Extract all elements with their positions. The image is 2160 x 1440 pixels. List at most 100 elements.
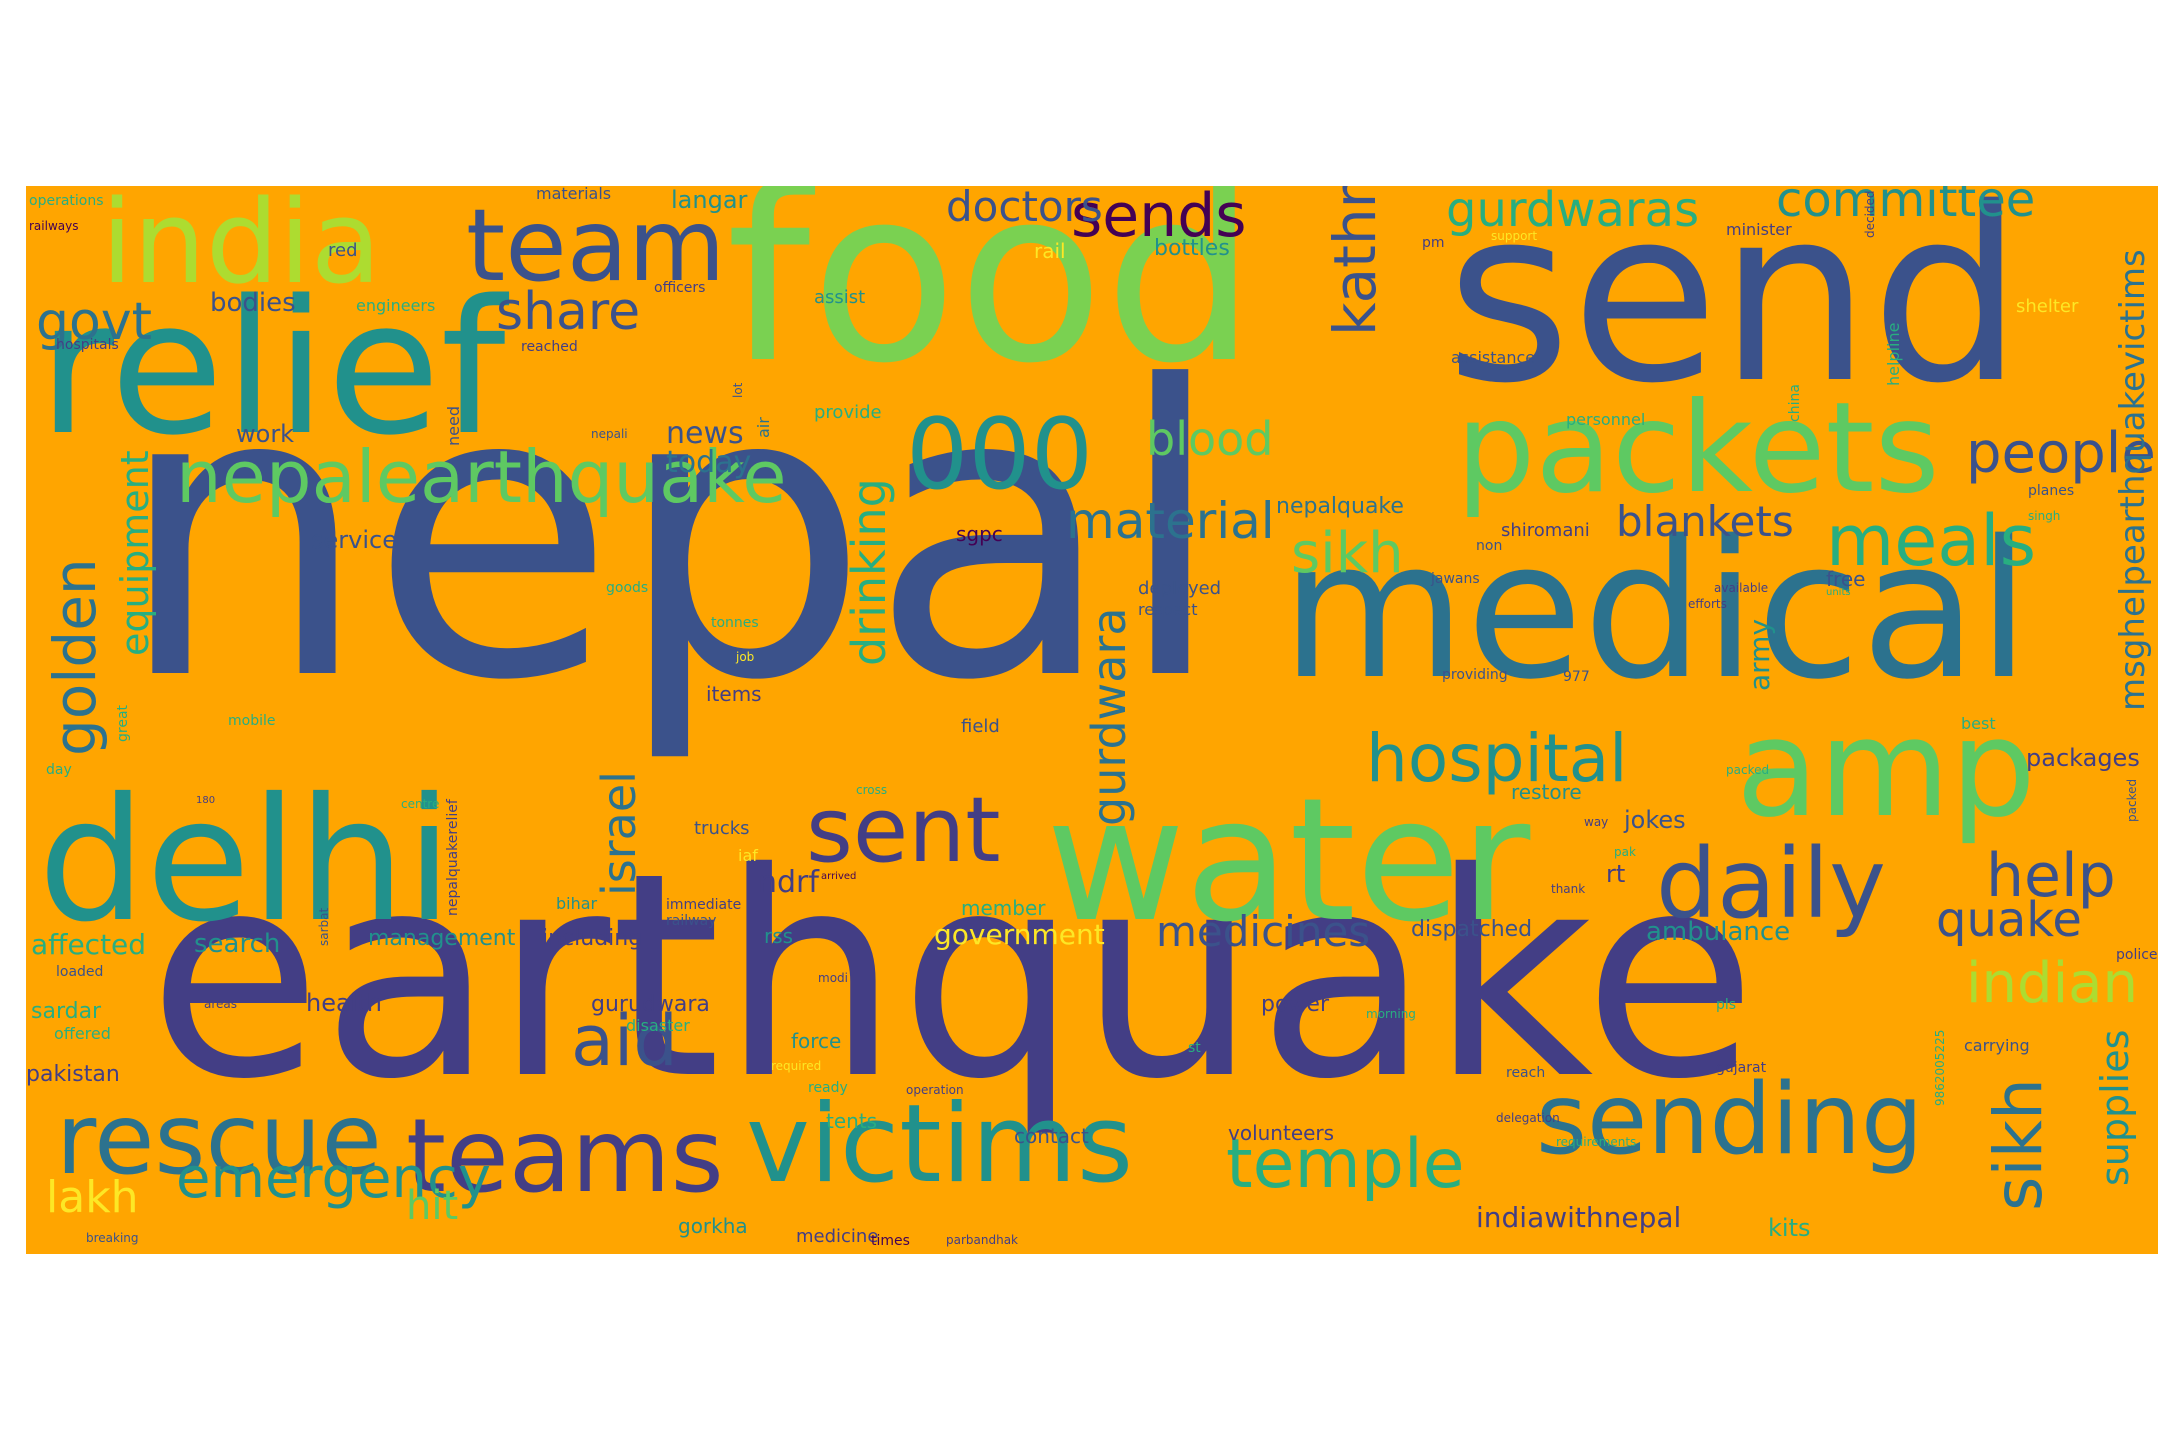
word-best: police [2116,947,2158,963]
word-volunteers: volunteers [1228,1121,1335,1145]
word-bihar: bihar [556,894,598,913]
word-disaster: disaster [626,1016,690,1035]
word-sardar: sardar [31,999,102,1024]
word-blankets: medicines [1156,907,1371,956]
word-kathmandu: kathmandu [1321,186,1389,336]
word-dispatched: dispatched [1411,917,1533,942]
word-everyday: nepalquakerelief [445,799,461,916]
word-ambulance: ambulance [1646,917,1791,947]
word-drinking: drinking [842,478,896,666]
word-medicines: hit [406,1183,459,1229]
word-packages: packages [2026,744,2140,772]
word-including: including [542,926,643,951]
word-power: power [1261,992,1329,1017]
word-loaded: day [46,762,72,778]
word-lac: lakh [46,1172,139,1223]
word-send: send [1446,186,2024,436]
word-equipment: equipment [113,450,157,656]
word-hospital: hospital [1366,720,1628,797]
word-search: search [194,929,281,959]
word-aid: aid [571,1000,678,1082]
word-000: 000 [906,398,1094,512]
word-mobile: tonnes [711,615,759,631]
word-parbandhak: breaking [86,1231,139,1245]
word-support: support [1491,229,1538,243]
word-gorkha: gorkha [678,1214,748,1238]
word-ndrf: ndrf [758,865,819,900]
word-shelter: helpline [1884,322,1903,386]
word-red: red [328,240,358,261]
word-supplies: supplies [2093,1029,2137,1186]
word-job: job [736,650,755,664]
word-cross: cross [856,783,888,797]
word-teams: teams [406,1097,724,1216]
word-victims: victims [746,1082,1134,1207]
word-deployed: deployed [1138,578,1222,599]
word-medical: medical [1281,500,2031,721]
word-provide: provide [814,402,882,423]
word-rescue: rescue [56,1083,382,1197]
word-efforts: available [1714,581,1769,595]
word-bodies: bodies [210,288,296,318]
word-work: work [236,420,295,448]
word-golden: golden [41,558,109,756]
word-temple: temple [1226,1125,1465,1204]
word-contact: contact [1014,1124,1089,1148]
word-service: service [311,526,397,554]
word-day: great [115,704,131,742]
word-food: food [726,186,1257,416]
word-great: mobile [228,713,276,729]
word-railways: operations [29,193,104,209]
word-force: force [791,1029,842,1053]
word-helpline: officers [654,280,706,296]
word-quake: indian [1966,951,2138,1016]
word-shiromani: shiromani [1501,520,1590,541]
word-nepal: nepal [116,303,1226,768]
word-hit: share [496,282,641,342]
word-modi: areas [204,997,238,1011]
word-available: units [1826,587,1851,598]
word-india: india [101,186,382,310]
word-management: management [368,926,516,951]
word-areas: goods [606,580,649,596]
word-materials: materials [536,186,612,203]
word-pm: pm [1422,235,1445,251]
word-assistance: personnel [1566,410,1646,429]
word-180: 180 [196,795,216,806]
word-breaking: loaded [56,964,104,980]
word-requirements: required [771,1059,822,1073]
word-goods: efforts [1688,597,1727,611]
word-relief: relief [38,260,506,476]
word-pak: way [1584,815,1609,829]
word-arrived: arrived [821,871,857,882]
word-china: china [1787,384,1803,422]
word-amp: amp [1736,690,2036,847]
word-iaf: iaf [738,846,758,865]
word-jawans: jawans [1431,571,1480,587]
word-msghelpearthquakevictims: msghelpearthquakevictims [2113,249,2153,711]
word-reach: reach [1506,1065,1546,1081]
word-sniffer: parbandhak [946,1233,1019,1247]
word-decided: singh [2028,509,2061,523]
word-government: government [934,918,1105,951]
word-field: field [961,716,1000,737]
word-langar: langar [671,186,748,214]
word-respect: respect [1138,600,1198,619]
word-affected: affected [31,928,147,961]
word-news: news [666,416,744,451]
word-tents: tents [826,1109,878,1133]
word-delegation: delegation [1496,1111,1560,1125]
word-sends: sends [1071,186,1247,251]
word-free: free [1826,567,1866,591]
word-bottles: bottles [1154,236,1230,261]
word-earthquake: earthquake [148,812,1757,1141]
word-immediate: immediate [666,897,742,913]
word-centre: centre [401,797,440,811]
word-air: best [1961,714,1996,733]
word-nepalquake: nepalquake [1276,494,1404,519]
word-committee: gurdwaras [1446,186,1700,238]
word-assist: assist [814,287,866,308]
word-9862005225: requirements [1556,1135,1637,1149]
word-meals: meals [1826,500,2037,582]
word-offered: offered [54,1024,111,1043]
